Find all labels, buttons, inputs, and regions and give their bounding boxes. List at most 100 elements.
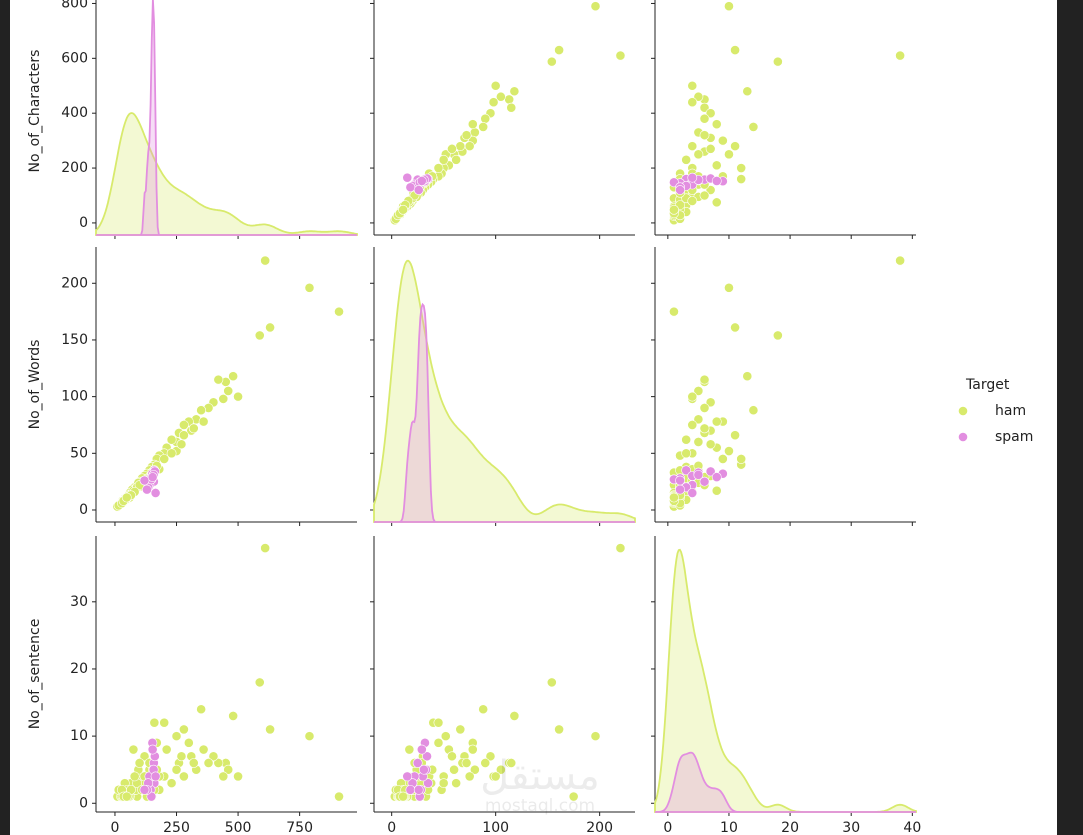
scatter-point <box>254 330 265 341</box>
scatter-point <box>223 764 234 775</box>
scatter-point <box>179 724 189 735</box>
scatter-point <box>260 255 271 266</box>
scatter-point <box>413 185 424 195</box>
scatter-point <box>451 778 462 789</box>
y-tick-label: 0 <box>79 502 88 518</box>
y-axis-label: No_of_Characters <box>27 50 43 173</box>
scatter-point <box>705 466 716 477</box>
scatter-point <box>233 391 243 402</box>
scatter-point <box>469 127 480 138</box>
watermark-site: mostaql.com <box>485 796 595 816</box>
scatter-point <box>134 758 145 768</box>
scatter-point <box>772 56 783 67</box>
scatter-point <box>687 488 698 498</box>
scatter-point <box>161 744 172 755</box>
legend-title: Target <box>965 377 1010 393</box>
scatter-point <box>265 724 275 735</box>
legend-label: spam <box>995 429 1033 445</box>
scatter-point <box>467 744 478 755</box>
scatter-point <box>478 704 489 715</box>
x-tick-label: 40 <box>903 820 921 835</box>
scatter-point <box>150 771 161 782</box>
scatter-point <box>416 744 427 755</box>
scatter-point <box>490 771 501 782</box>
figure-background <box>10 0 1057 835</box>
x-tick-label: 0 <box>110 820 119 835</box>
scatter-point <box>687 97 698 108</box>
scatter-point <box>693 437 704 447</box>
scatter-point <box>121 492 132 503</box>
scatter-point <box>433 163 444 173</box>
scatter-point <box>433 717 444 728</box>
scatter-point <box>699 102 710 113</box>
scatter-point <box>228 711 239 721</box>
scatter-point <box>149 717 160 728</box>
scatter-point <box>699 374 710 385</box>
scatter-point <box>730 430 740 441</box>
scatter-point <box>724 282 734 293</box>
y-tick-label: 0 <box>79 795 88 811</box>
scatter-point <box>506 102 517 113</box>
scatter-point <box>681 154 692 165</box>
scatter-point <box>590 731 601 742</box>
scatter-point <box>705 185 716 195</box>
scatter-point <box>464 771 475 782</box>
x-tick-label: 500 <box>225 820 252 835</box>
scatter-point <box>554 724 564 735</box>
scatter-point <box>461 130 472 141</box>
y-tick-label: 150 <box>61 332 88 348</box>
scatter-point <box>681 448 692 459</box>
x-tick-label: 200 <box>586 820 613 835</box>
scatter-point <box>260 543 271 553</box>
y-tick-label: 50 <box>70 445 88 461</box>
scatter-point <box>687 80 698 91</box>
scatter-point <box>171 731 182 742</box>
y-tick-label: 10 <box>70 728 88 744</box>
scatter-point <box>711 176 722 186</box>
scatter-point <box>447 143 457 154</box>
scatter-point <box>480 113 491 124</box>
scatter-point <box>736 454 747 464</box>
y-tick-label: 200 <box>61 275 88 291</box>
legend-label: ham <box>995 403 1026 419</box>
x-tick-label: 30 <box>842 820 860 835</box>
scatter-point <box>509 86 520 97</box>
scatter-point <box>402 172 413 183</box>
scatter-point <box>748 122 759 132</box>
x-tick-label: 0 <box>663 820 672 835</box>
scatter-point <box>176 751 187 762</box>
scatter-point <box>699 113 710 124</box>
scatter-point <box>412 758 423 768</box>
y-tick-label: 400 <box>61 105 88 121</box>
legend-marker <box>958 432 968 442</box>
scatter-point <box>455 724 466 735</box>
scatter-point <box>455 141 466 152</box>
scatter-point <box>693 414 704 425</box>
scatter-point <box>693 469 704 480</box>
scatter-point <box>699 130 710 141</box>
scatter-point <box>687 420 698 430</box>
scatter-point <box>895 50 906 61</box>
scatter-point <box>717 135 728 146</box>
scatter-point <box>590 1 601 12</box>
scatter-point <box>166 448 177 459</box>
scatter-point <box>742 371 753 382</box>
scatter-point <box>398 204 409 215</box>
scatter-point <box>334 306 344 317</box>
scatter-point <box>772 330 783 341</box>
scatter-point <box>711 472 722 483</box>
scatter-point <box>461 758 472 768</box>
scatter-point <box>208 751 219 762</box>
scatter-point <box>413 784 424 795</box>
scatter-point <box>304 731 315 742</box>
scatter-point <box>699 403 710 413</box>
scatter-point <box>895 255 906 266</box>
scatter-point <box>179 420 189 430</box>
scatter-point <box>203 758 214 768</box>
kde-area <box>95 112 358 236</box>
x-tick-label: 250 <box>163 820 190 835</box>
scatter-point <box>228 371 239 382</box>
scatter-point <box>438 154 449 165</box>
